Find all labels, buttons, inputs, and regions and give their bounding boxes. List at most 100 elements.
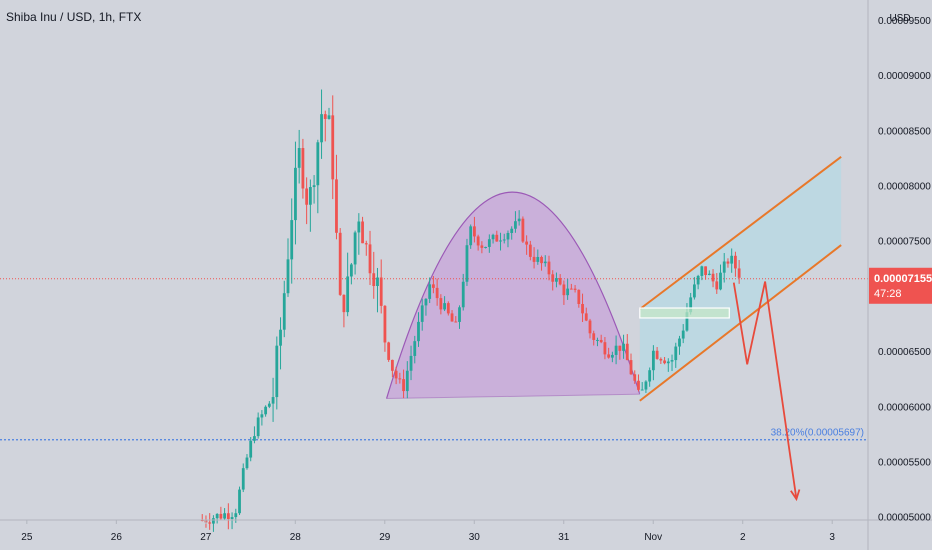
candle-body <box>342 294 346 313</box>
candle-body <box>499 240 502 242</box>
candle-body <box>417 321 420 342</box>
candle-body <box>372 273 376 287</box>
candle-body <box>484 246 488 248</box>
candle-body <box>267 403 271 407</box>
rounding-arc-curve <box>385 191 641 399</box>
y-tick-label: 0.00009500 <box>878 16 931 27</box>
candle-body <box>506 232 510 240</box>
x-tick-label: 26 <box>111 532 123 543</box>
candle-body <box>562 284 566 296</box>
candle-body <box>663 360 666 364</box>
candle-body <box>693 284 696 298</box>
candle-body <box>279 329 282 346</box>
candle-body <box>282 293 286 330</box>
candle-body <box>349 264 353 277</box>
candle-body <box>689 297 693 313</box>
candle-body <box>540 256 543 264</box>
candle-body <box>469 226 473 246</box>
candle-body <box>495 234 499 242</box>
candle-body <box>245 457 249 469</box>
candle-body <box>368 244 372 274</box>
candle-body <box>286 259 290 294</box>
candle-body <box>346 276 350 313</box>
rounding-arc-fill <box>386 192 640 399</box>
x-tick-label: 27 <box>200 532 212 543</box>
candle-body <box>577 289 581 304</box>
candle-body <box>271 397 275 404</box>
candle-body <box>543 261 547 264</box>
candle-body <box>215 513 219 519</box>
candle-body <box>297 148 301 168</box>
candle-body <box>226 513 230 519</box>
candle-body <box>648 370 652 382</box>
x-tick-label: 2 <box>740 532 746 543</box>
y-tick-label: 0.00009000 <box>878 71 931 82</box>
candle-body <box>398 378 402 380</box>
candle-body <box>394 370 398 379</box>
y-tick-label: 0.00005000 <box>878 513 931 524</box>
candle-body <box>722 261 726 273</box>
candle-body <box>290 220 294 260</box>
candle-body <box>711 273 715 282</box>
candle-body <box>581 303 584 314</box>
y-tick-label: 0.00008500 <box>878 126 931 137</box>
x-tick-label: 30 <box>469 532 481 543</box>
x-tick-label: Nov <box>644 532 662 543</box>
current-price-tag <box>869 267 932 304</box>
candle-body <box>461 281 465 308</box>
support-box <box>639 307 730 319</box>
candle-body <box>596 339 599 341</box>
current-price-countdown: 47:28 <box>874 288 902 300</box>
candle-body <box>525 241 529 245</box>
y-tick-label: 0.00008000 <box>878 181 931 192</box>
channel-fill <box>639 156 842 401</box>
candle-body <box>614 345 618 355</box>
candle-body <box>234 513 238 518</box>
candle-body <box>517 218 521 222</box>
pattern-layer-front <box>639 155 842 502</box>
candle-body <box>458 307 461 322</box>
candle-body <box>491 234 495 240</box>
channel-upper-line <box>639 155 842 310</box>
candle-body <box>424 298 428 306</box>
candle-body <box>644 381 648 390</box>
candle-body <box>487 239 491 247</box>
x-tick-label: 29 <box>379 532 391 543</box>
candle-body <box>443 303 446 310</box>
x-tick-label: 25 <box>21 532 33 543</box>
candle-body <box>622 343 625 351</box>
candle-body <box>514 221 517 229</box>
candle-body <box>428 284 432 299</box>
candle-body <box>678 338 681 347</box>
candle-body <box>219 513 223 519</box>
candle-body <box>402 379 405 392</box>
candle-body <box>212 518 215 524</box>
candle-body <box>357 221 361 233</box>
candle-body <box>618 345 622 351</box>
y-tick-label: 0.00007500 <box>878 237 931 248</box>
x-tick-label: 3 <box>829 532 835 543</box>
y-tick-label: 0.00006500 <box>878 347 931 358</box>
y-tick-label: 0.00006000 <box>878 402 931 413</box>
candle-body <box>521 218 525 242</box>
candle-body <box>655 350 659 359</box>
candle-body <box>704 266 707 276</box>
candle-body <box>223 513 227 519</box>
candle-body <box>476 236 480 246</box>
x-tick-label: 28 <box>290 532 302 543</box>
candle-body <box>547 261 551 275</box>
candle-body <box>558 278 562 285</box>
candle-body <box>435 287 439 299</box>
candle-body <box>737 268 741 278</box>
candle-body <box>599 339 603 343</box>
fib-label: 38.20%(0.00005697) <box>771 428 864 439</box>
candle-body <box>707 273 711 276</box>
candle-body <box>241 468 245 490</box>
candle-body <box>249 440 253 458</box>
candle-body <box>331 115 335 180</box>
candle-body <box>320 114 323 143</box>
candle-body <box>376 277 379 287</box>
